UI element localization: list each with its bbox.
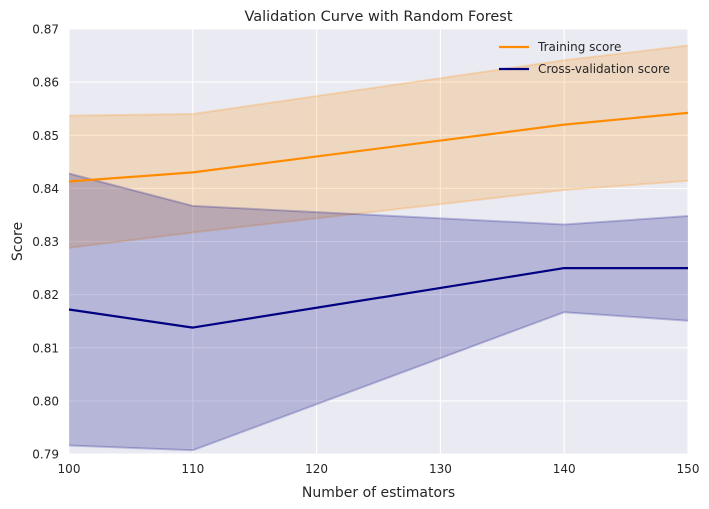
band-lower-edge-training (68, 179, 689, 249)
y-tick-label: 0.86 (32, 76, 59, 90)
line-cross-validation (68, 267, 688, 329)
y-tick-label: 0.79 (32, 448, 59, 462)
confidence-bands (68, 44, 689, 452)
band-upper-edge-cross-validation (68, 172, 689, 226)
x-tick-labels: 100 110 120 130 140 150 (58, 462, 700, 476)
x-tick-label: 150 (677, 462, 700, 476)
y-tick-labels: 0.79 0.80 0.81 0.82 0.83 0.84 0.85 0.86 0.87 (32, 23, 59, 462)
x-tick-label: 120 (305, 462, 328, 476)
y-tick-label: 0.87 (32, 23, 59, 37)
y-tick-label: 0.84 (32, 182, 59, 196)
y-tick-label: 0.80 (32, 394, 59, 408)
legend-label-training: Training score (537, 40, 621, 54)
y-axis-label: Score (10, 222, 26, 261)
line-training (68, 111, 689, 183)
y-tick-label: 0.83 (32, 235, 59, 249)
y-tick-label: 0.85 (32, 129, 59, 143)
band-upper-edge-training (68, 44, 689, 117)
y-tick-label: 0.81 (32, 341, 59, 355)
band-lower-edge-cross-validation (68, 311, 689, 452)
chart-title: Validation Curve with Random Forest (244, 9, 512, 25)
band-training (69, 45, 688, 248)
x-tick-label: 130 (429, 462, 452, 476)
x-tick-label: 110 (181, 462, 204, 476)
legend-label-cross-validation: Cross-validation score (538, 62, 670, 76)
x-axis-label: Number of estimators (302, 485, 455, 501)
series-lines (68, 111, 689, 329)
grid-lines (68, 28, 689, 455)
band-cross-validation (69, 173, 688, 451)
x-tick-label: 100 (58, 462, 81, 476)
x-tick-label: 140 (553, 462, 576, 476)
y-tick-label: 0.82 (32, 288, 59, 302)
legend: Training score Cross-validation score (499, 40, 670, 76)
